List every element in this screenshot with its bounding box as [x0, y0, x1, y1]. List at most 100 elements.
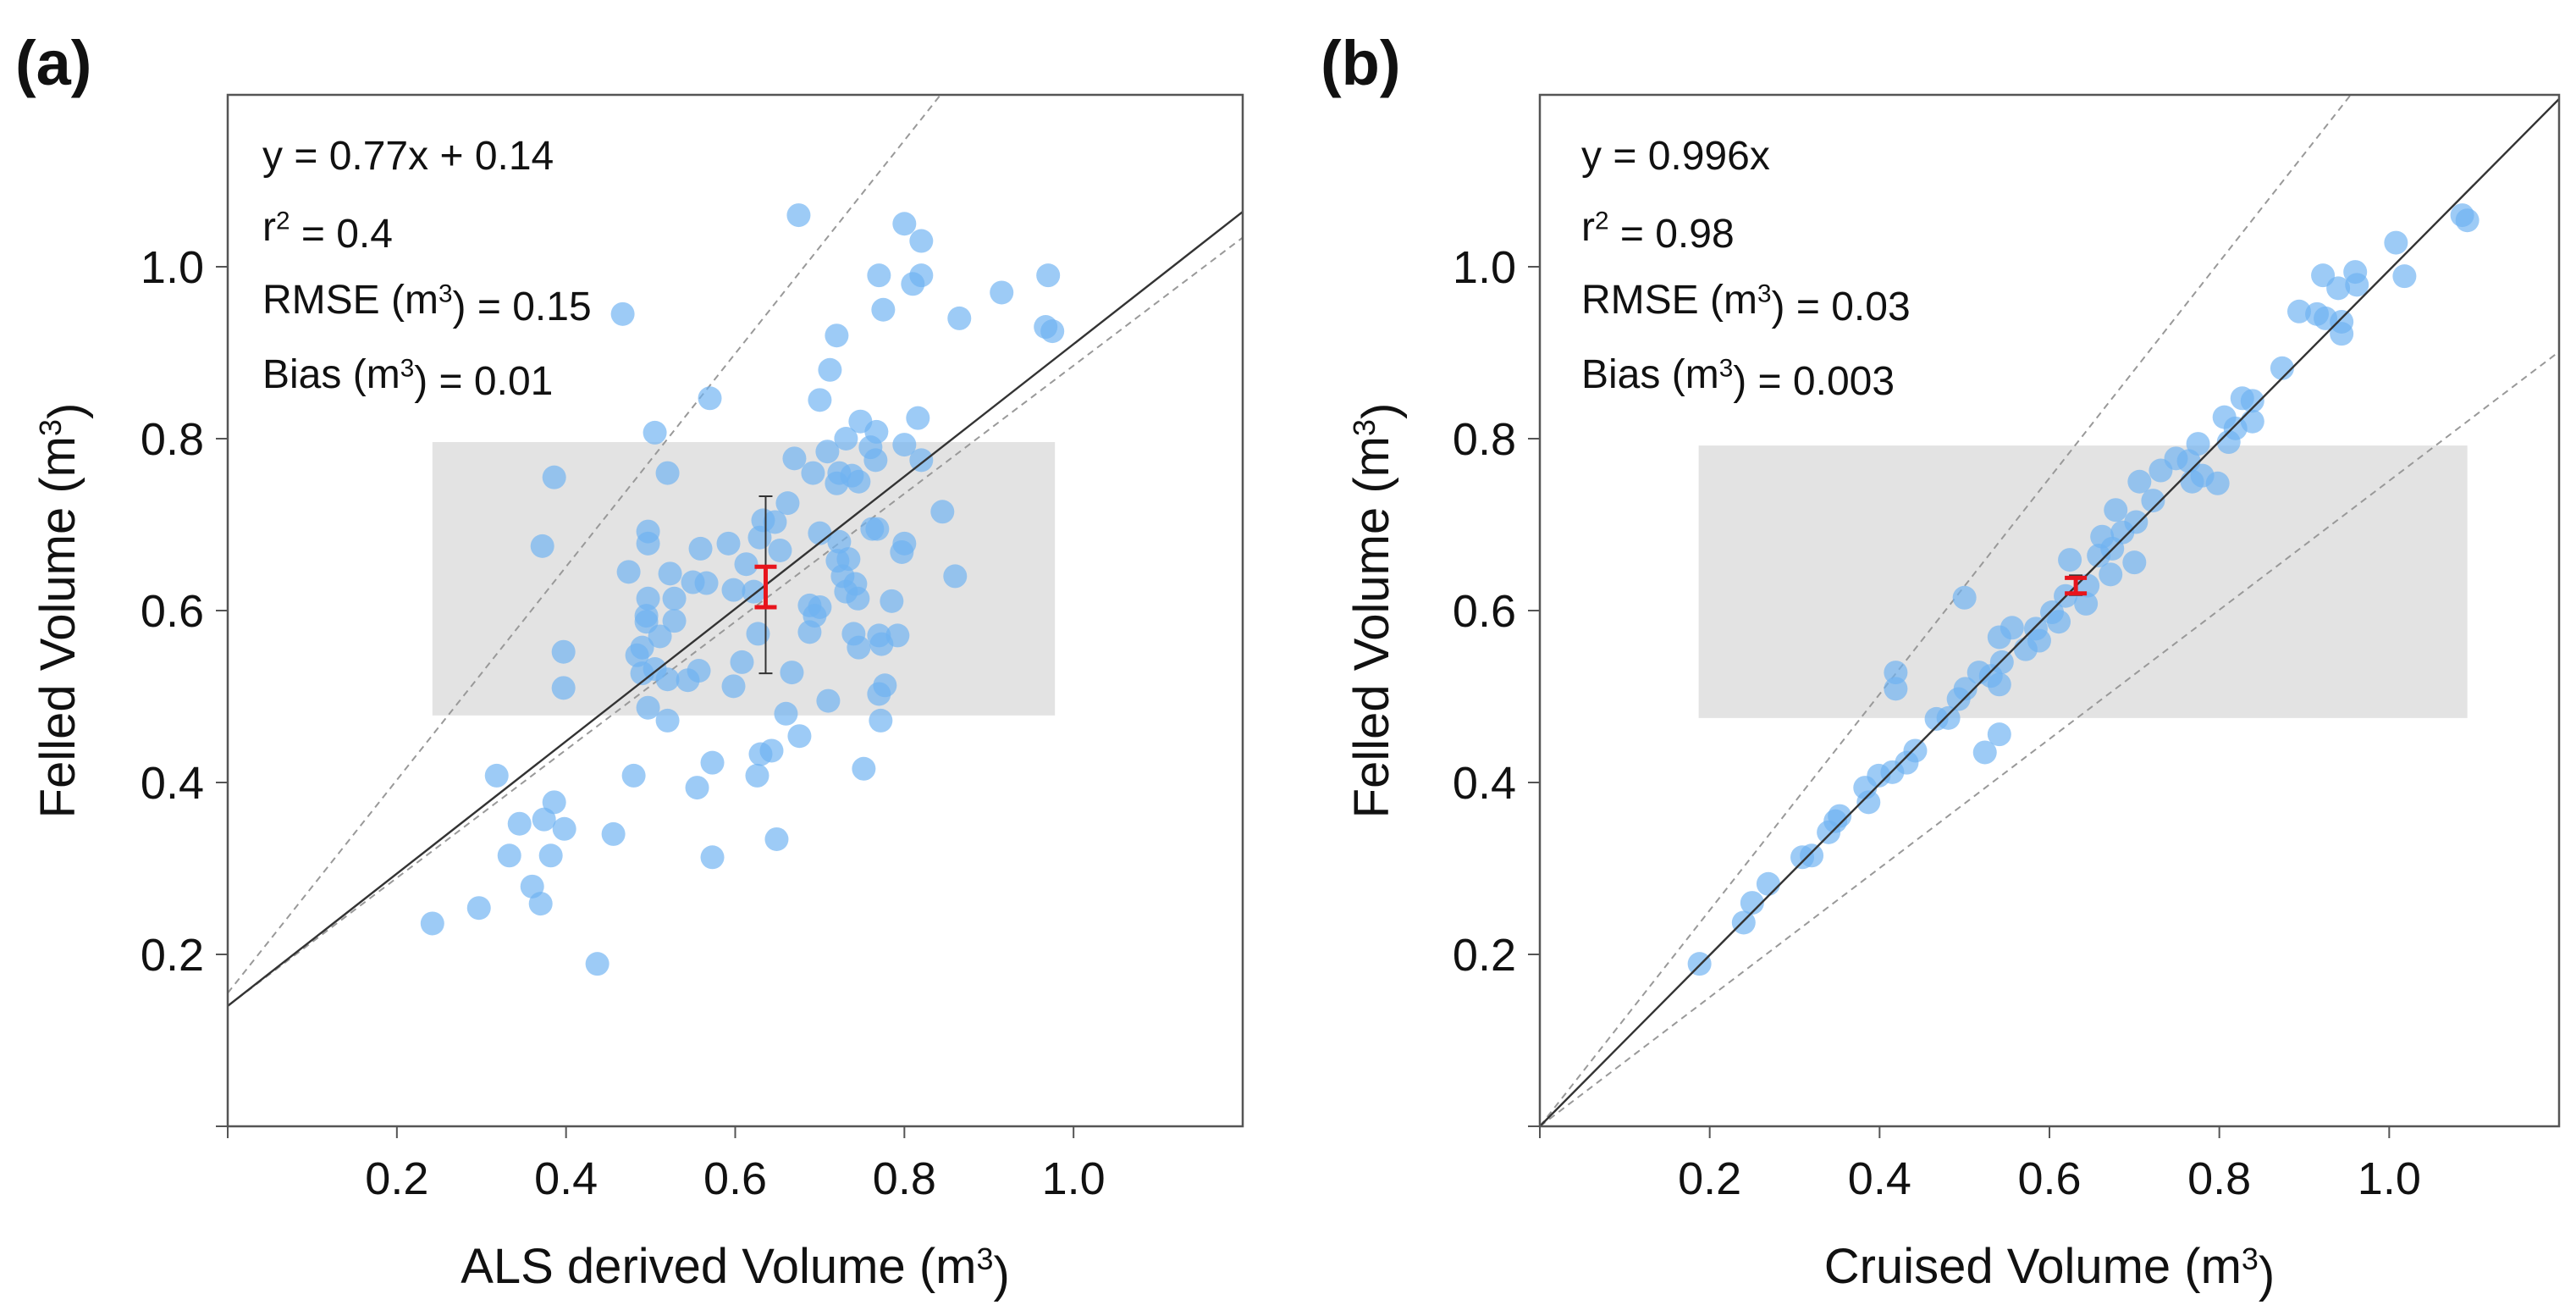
data-point: [2104, 498, 2128, 523]
data-point: [542, 790, 566, 815]
data-point: [1884, 677, 1908, 701]
reference-lines: [1540, 95, 2559, 1126]
y-axis-title: Felled Volume (m3): [1344, 403, 1408, 819]
data-point: [2074, 591, 2099, 616]
stat-line-superscript: 2: [276, 207, 290, 235]
data-point: [880, 589, 904, 613]
y-axis-title-text-end: ): [1353, 403, 1408, 419]
data-point: [700, 750, 725, 775]
data-point: [780, 661, 804, 685]
y-tick-label: 0.4: [1453, 758, 1516, 809]
y-tick-label: 1.0: [141, 242, 204, 293]
x-axis-title-text-end: ): [993, 1247, 1009, 1302]
stat-line-text-end: ) = 0.03: [1772, 285, 1911, 329]
stat-line-superscript: 2: [1595, 207, 1609, 235]
y-axis-title-text-end: ): [39, 403, 94, 419]
data-point: [2141, 489, 2165, 513]
data-point: [2455, 208, 2479, 233]
stat-line-superscript: 3: [400, 355, 415, 383]
data-point: [742, 579, 766, 604]
data-point: [808, 388, 832, 412]
y-tick-label: 0.8: [1453, 414, 1516, 465]
data-point: [484, 763, 509, 788]
data-point: [867, 263, 891, 288]
data-point: [1884, 661, 1908, 685]
data-point: [2384, 230, 2408, 255]
x-tick-label: 0.8: [2187, 1153, 2251, 1204]
x-tick-label: 1.0: [1042, 1153, 1106, 1204]
data-point: [2127, 469, 2152, 494]
data-point: [930, 500, 955, 524]
data-point: [2270, 356, 2294, 380]
data-point: [466, 896, 491, 921]
regression-line: [1540, 98, 2559, 1126]
data-point: [662, 586, 687, 611]
x-axis-title: Cruised Volume (m3): [1824, 1239, 2275, 1302]
data-point: [2047, 610, 2071, 634]
x-tick-label: 1.0: [2358, 1153, 2421, 1204]
data-point: [775, 491, 800, 516]
x-axis-title-text: ALS derived Volume (m: [461, 1239, 976, 1294]
data-point: [2149, 458, 2173, 483]
data-point: [763, 510, 787, 534]
data-point: [1036, 263, 1061, 288]
y-tick-label: 0.6: [1453, 586, 1516, 637]
y-axis-title: Felled Volume (m3): [30, 403, 94, 819]
data-point: [530, 534, 554, 558]
data-point: [1987, 672, 2011, 697]
data-point: [748, 742, 773, 766]
data-point: [721, 578, 746, 602]
data-point: [774, 701, 798, 726]
data-point: [551, 639, 576, 664]
panel-a: (a) 0.2 0.4 0.6 0.8 1.0 0.2 0.4 0.6 0.8 1.0 ALS der…: [15, 28, 1244, 1302]
stat-line-text-end: = 0.98: [1609, 212, 1735, 257]
data-point: [2345, 273, 2369, 297]
stat-line: RMSE (m3) = 0.03: [1581, 278, 1911, 329]
stat-line: Bias (m3) = 0.01: [262, 352, 553, 404]
stat-line-text: r: [1581, 205, 1595, 250]
x-axis-title-superscript: 3: [976, 1241, 993, 1276]
data-point: [1731, 910, 1756, 935]
data-point: [721, 674, 746, 699]
data-point: [552, 816, 576, 841]
data-point: [764, 827, 789, 851]
data-point: [734, 552, 758, 577]
data-point: [825, 323, 849, 348]
x-axis-title-text: Cruised Volume (m: [1824, 1239, 2242, 1294]
data-point: [1790, 845, 1815, 870]
dashed-line-0: [1540, 95, 2353, 1126]
data-point: [420, 911, 444, 936]
data-point: [507, 811, 532, 836]
data-point: [655, 461, 680, 485]
stat-line-text-end: = 0.4: [290, 212, 393, 257]
data-point: [863, 448, 888, 473]
data-point: [1687, 952, 1712, 976]
data-point: [901, 272, 925, 296]
data-point: [852, 756, 876, 781]
data-point: [1817, 820, 1841, 844]
data-point: [655, 708, 680, 733]
data-point: [2058, 548, 2082, 572]
stat-line: RMSE (m3) = 0.15: [262, 278, 592, 329]
x-axis-title-superscript: 3: [2242, 1241, 2259, 1276]
stat-line-text: RMSE (m: [1581, 278, 1757, 323]
data-point: [847, 635, 871, 660]
dashed-line-1: [1540, 351, 2559, 1126]
data-point: [616, 560, 641, 584]
data-point: [551, 676, 576, 700]
data-point: [865, 517, 890, 541]
data-point: [871, 297, 896, 322]
data-point: [2122, 550, 2147, 575]
data-point: [1040, 319, 1065, 344]
x-tick-label: 0.2: [1678, 1153, 1741, 1204]
data-point: [2087, 544, 2111, 568]
data-point: [621, 763, 646, 788]
data-point: [892, 212, 917, 236]
data-point: [943, 564, 968, 589]
y-tick-label: 0.2: [141, 930, 204, 981]
data-point: [2330, 322, 2354, 346]
data-point: [1856, 790, 1881, 815]
reference-lines: [228, 95, 1243, 1007]
data-point: [867, 682, 891, 706]
data-point: [662, 609, 687, 633]
